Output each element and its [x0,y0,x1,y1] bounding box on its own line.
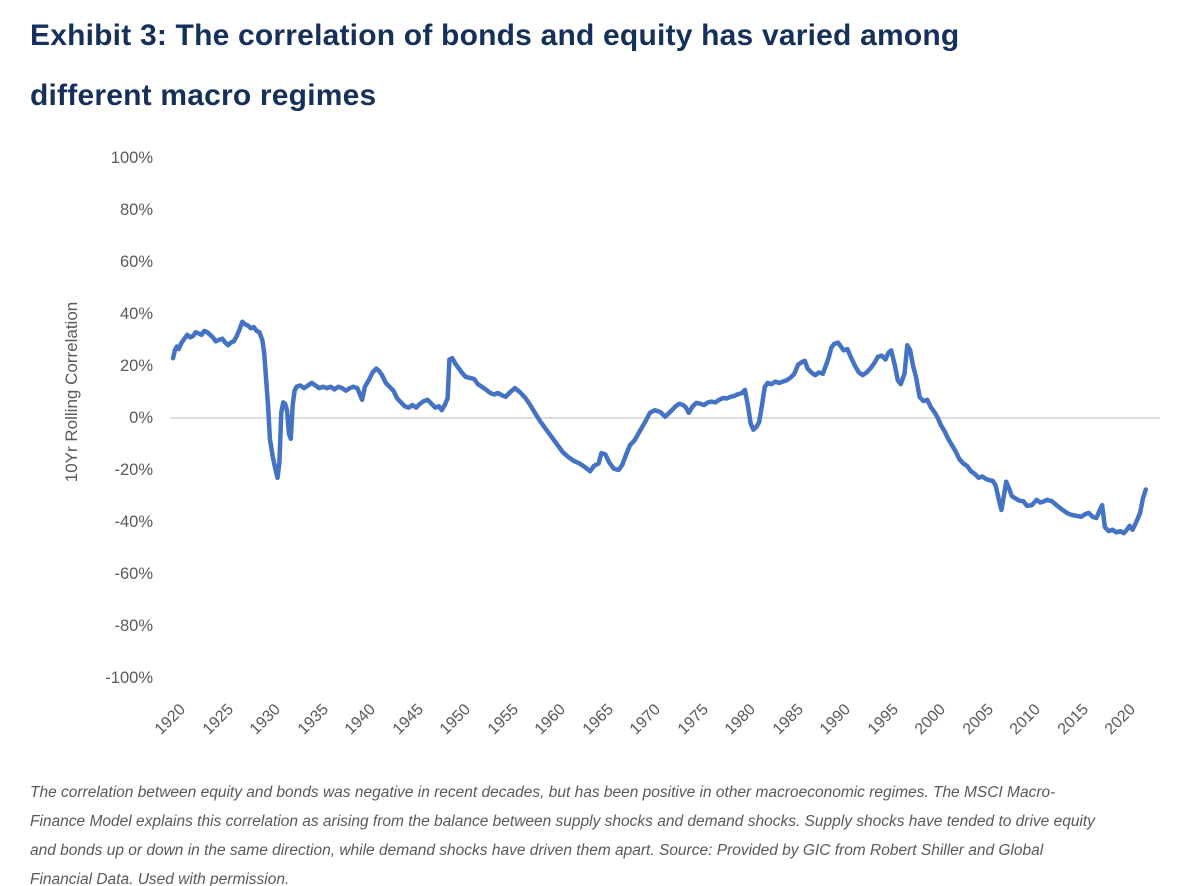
y-tick-label: 20% [119,357,153,375]
y-tick-label: 0% [129,409,153,427]
x-tick-label: 1950 [436,701,475,739]
caption-line: Finance Model explains this correlation … [30,813,1095,830]
x-tick-label: 1985 [769,701,807,739]
exhibit-title-line1: Exhibit 3: The correlation of bonds and … [30,19,960,52]
x-tick-label: 2000 [911,701,950,739]
exhibit-title: Exhibit 3: The correlation of bonds and … [30,6,1170,126]
y-tick-label: 40% [119,305,153,323]
x-tick-label: 1970 [626,701,665,739]
y-tick-label: -100% [105,669,153,687]
caption-line: The correlation between equity and bonds… [30,784,1056,801]
y-tick-label: 60% [119,253,153,271]
y-tick-label: 80% [119,201,153,219]
x-tick-label: 1925 [199,701,237,739]
x-tick-label: 1935 [294,701,332,739]
x-tick-label: 1990 [816,701,855,739]
y-tick-label: -80% [114,617,153,635]
y-tick-label: 100% [110,149,153,167]
x-tick-label: 1955 [484,701,522,739]
x-tick-label: 1980 [721,701,760,739]
x-tick-label: 1995 [864,701,902,739]
x-tick-label: 1975 [674,701,712,739]
y-tick-label: -40% [114,513,153,531]
x-tick-label: 1960 [531,701,570,739]
y-tick-label: -20% [114,461,153,479]
x-tick-label: 2005 [959,701,997,739]
x-tick-label: 1920 [151,701,190,739]
y-axis-title: 10Yr Rolling Correlation [62,301,81,483]
x-tick-label: 1965 [579,701,617,739]
chart-caption: The correlation between equity and bonds… [30,778,1180,886]
caption-line: Financial Data. Used with permission. [30,871,290,886]
y-tick-label: -60% [114,565,153,583]
x-tick-label: 2010 [1006,701,1045,739]
x-tick-label: 1945 [389,701,427,739]
x-tick-label: 1930 [246,701,285,739]
exhibit-title-line2: different macro regimes [30,79,377,112]
correlation-series-line [170,319,1149,536]
x-tick-label: 2020 [1101,701,1140,739]
caption-line: and bonds up or down in the same directi… [30,842,1044,859]
x-tick-label: 1940 [341,701,380,739]
x-tick-label: 2015 [1054,701,1092,739]
